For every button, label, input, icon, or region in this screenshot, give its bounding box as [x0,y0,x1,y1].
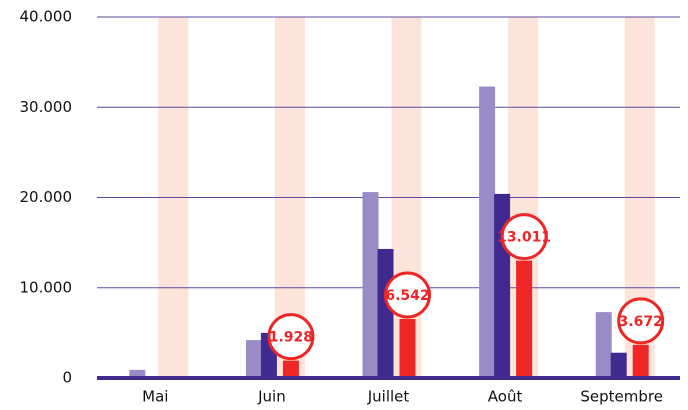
bar [245,340,262,378]
y-tick-label: 0 [62,369,72,387]
bar [610,352,627,378]
y-tick-label: 10.000 [20,278,73,296]
x-tick-label: Juillet [367,388,410,406]
value-label: 13.011 [497,230,551,246]
value-label: 1.928 [269,330,313,346]
value-label-badge [384,271,431,319]
x-tick-label: Septembre [580,388,663,406]
y-tick-label: 30.000 [20,98,73,116]
y-tick-label: 40.000 [20,8,73,26]
value-label-badge [267,313,315,361]
x-tick-label: Mai [142,388,168,406]
x-tick-label: Juin [257,388,286,406]
bar [362,192,379,378]
value-label: 3.672 [619,314,663,330]
bar [129,369,146,378]
x-tick-label: Août [488,388,523,406]
bar [479,86,496,379]
bar [399,318,416,378]
bar [282,360,299,378]
bar [632,344,649,378]
value-label-badge [500,213,548,261]
value-label-badge [617,297,665,345]
y-tick-label: 20.000 [20,188,73,206]
value-label: 6.542 [385,288,429,304]
bar [377,248,394,378]
bar [516,260,533,378]
bar [595,312,612,378]
